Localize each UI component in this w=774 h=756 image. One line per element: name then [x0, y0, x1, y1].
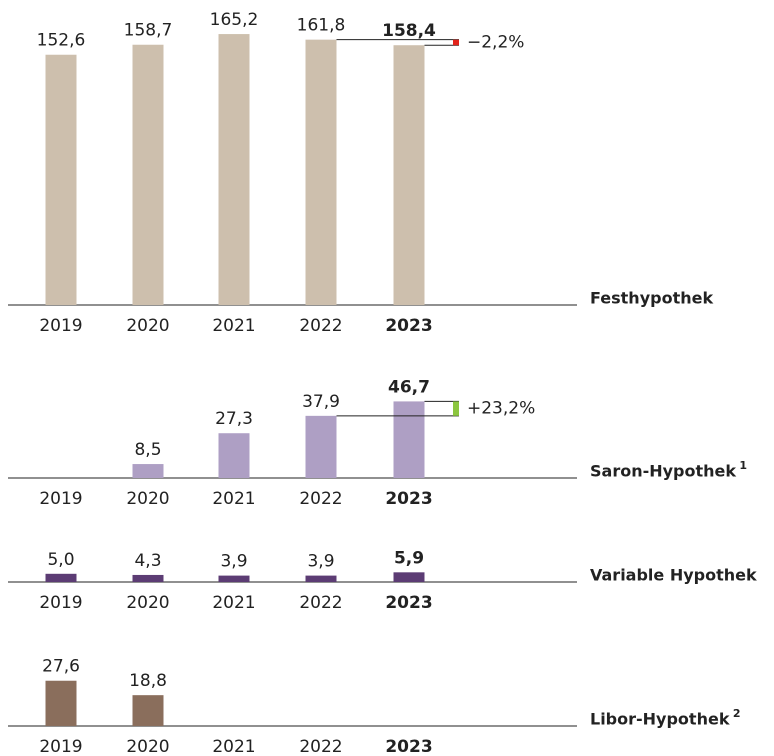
change-label: −2,2% — [467, 32, 524, 52]
bar — [393, 572, 425, 582]
value-label: 27,3 — [215, 409, 253, 429]
x-tick-label: 2022 — [299, 316, 342, 336]
bar — [132, 695, 164, 726]
value-label: 161,8 — [297, 16, 346, 36]
x-tick-label: 2022 — [299, 489, 342, 509]
panel-title: Festhypothek — [590, 289, 713, 308]
value-label: 5,0 — [47, 550, 74, 570]
x-tick-label: 2021 — [212, 489, 255, 509]
value-label: 8,5 — [134, 440, 161, 460]
value-label: 5,9 — [394, 548, 424, 568]
value-label: 3,9 — [307, 552, 334, 572]
bar — [305, 575, 337, 582]
bar — [218, 575, 250, 582]
panel-title: Variable Hypothek — [590, 566, 757, 585]
change-label: +23,2% — [467, 399, 535, 419]
bar — [45, 573, 77, 582]
x-tick-label: 2020 — [126, 316, 169, 336]
value-label: 152,6 — [37, 31, 86, 51]
x-tick-label: 2021 — [212, 737, 255, 756]
x-tick-label: 2023 — [385, 489, 432, 509]
x-tick-label: 2019 — [39, 316, 82, 336]
bar — [305, 39, 337, 305]
value-label: 158,4 — [382, 21, 436, 41]
x-tick-label: 2020 — [126, 489, 169, 509]
x-tick-label: 2023 — [385, 737, 432, 756]
bar — [132, 464, 164, 478]
bar — [393, 45, 425, 305]
value-label: 3,9 — [220, 552, 247, 572]
panel-title: Saron-Hypothek — [590, 462, 736, 481]
x-tick-label: 2021 — [212, 316, 255, 336]
x-tick-label: 2022 — [299, 593, 342, 613]
panel-title: Libor-Hypothek — [590, 710, 730, 729]
x-tick-label: 2019 — [39, 489, 82, 509]
x-tick-label: 2020 — [126, 737, 169, 756]
value-label: 165,2 — [210, 10, 259, 30]
change-marker — [453, 39, 459, 46]
bar — [45, 54, 77, 306]
value-label: 158,7 — [124, 21, 173, 41]
x-tick-label: 2022 — [299, 737, 342, 756]
bar — [218, 34, 250, 306]
change-marker — [453, 401, 459, 416]
x-tick-label: 2019 — [39, 737, 82, 756]
value-label: 37,9 — [302, 392, 340, 412]
bar — [132, 44, 164, 306]
value-label: 18,8 — [129, 671, 167, 691]
x-tick-label: 2021 — [212, 593, 255, 613]
bar — [45, 680, 77, 726]
value-label: 4,3 — [134, 551, 161, 571]
value-label: 27,6 — [42, 657, 80, 677]
footnote-mark: 1 — [739, 459, 747, 472]
value-label: 46,7 — [388, 377, 430, 397]
x-tick-label: 2023 — [385, 316, 432, 336]
bar — [393, 401, 425, 478]
x-tick-label: 2023 — [385, 593, 432, 613]
bar — [218, 433, 250, 478]
x-tick-label: 2020 — [126, 593, 169, 613]
x-tick-label: 2019 — [39, 593, 82, 613]
bar — [132, 574, 164, 582]
bar — [305, 415, 337, 478]
footnote-mark: 2 — [733, 707, 741, 720]
